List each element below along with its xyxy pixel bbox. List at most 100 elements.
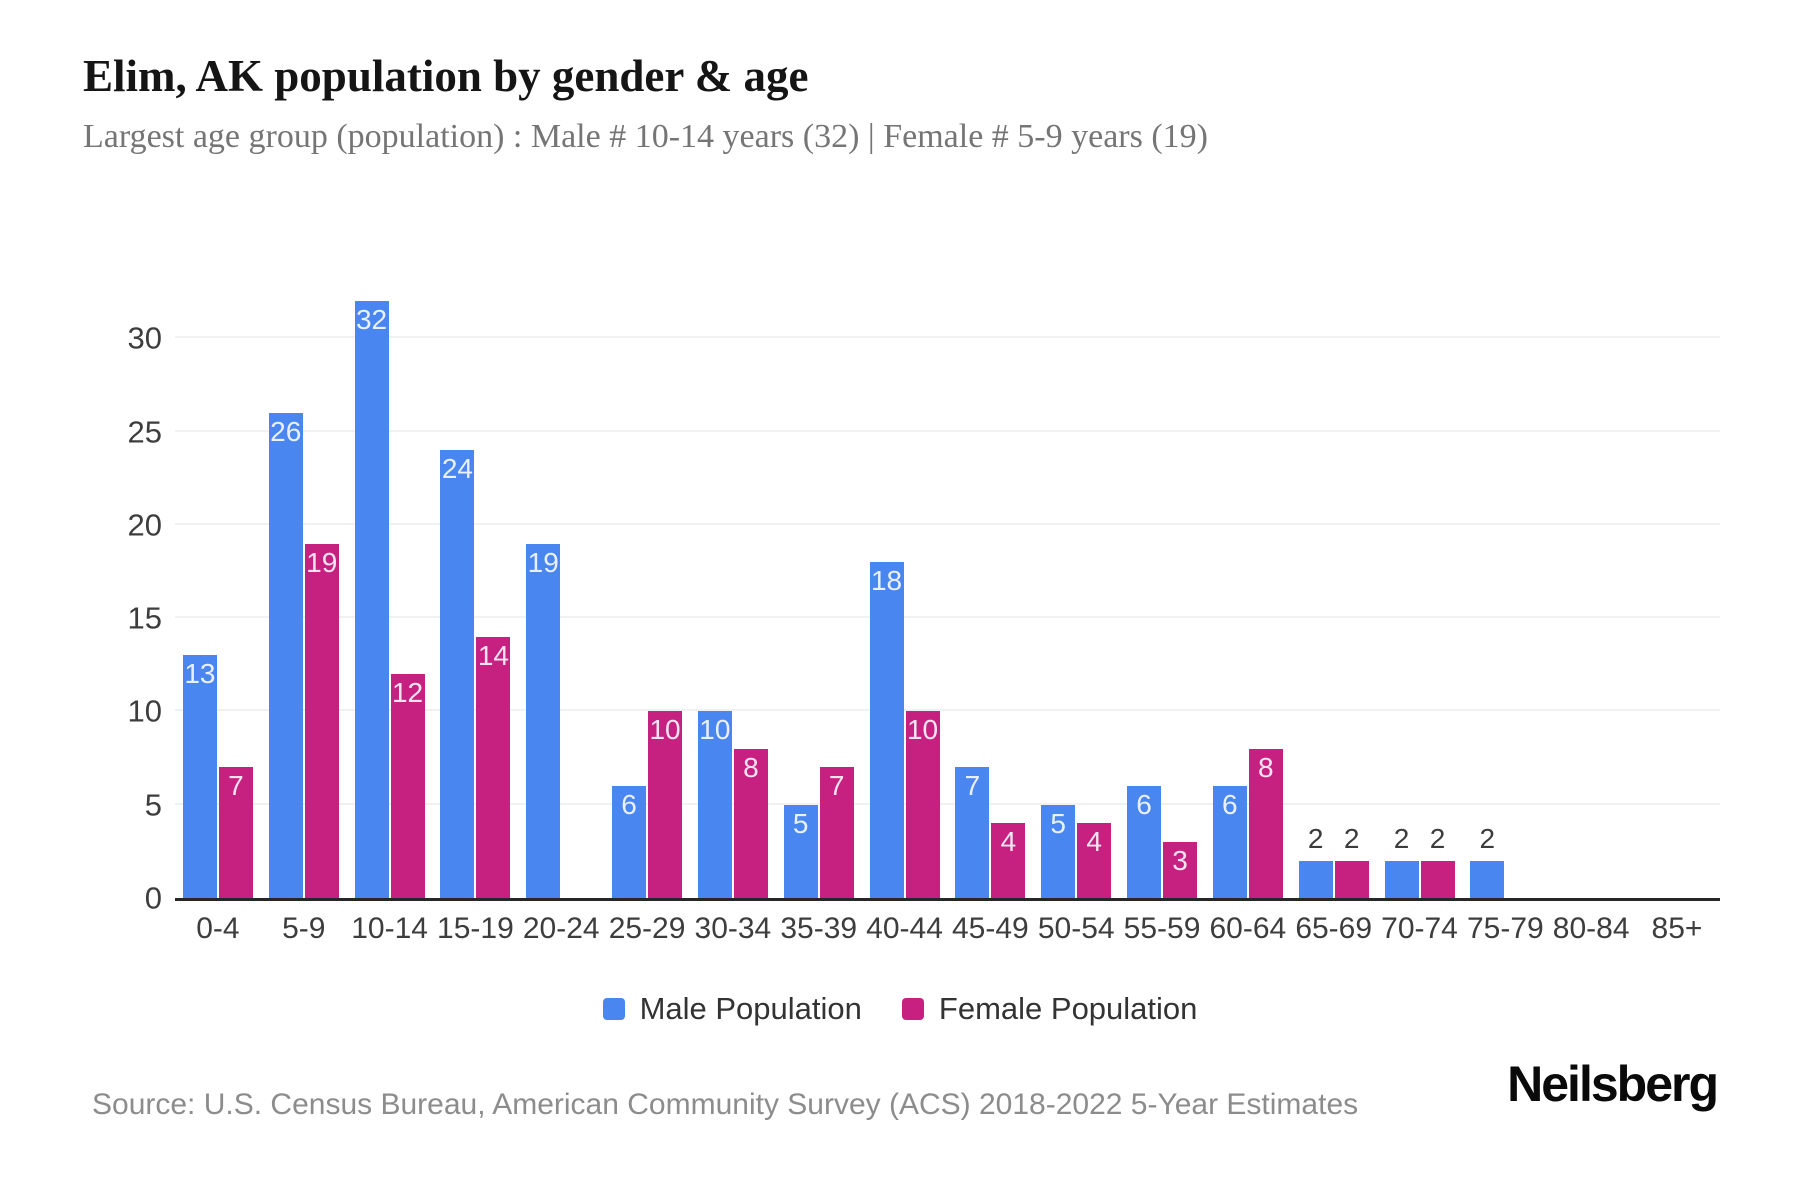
bar-value-label: 12 xyxy=(391,677,424,709)
bar-value-label: 7 xyxy=(964,770,981,802)
x-axis-label-50-54: 50-54 xyxy=(1037,912,1115,945)
legend-label: Female Population xyxy=(938,991,1198,1026)
y-axis-label: 30 xyxy=(127,320,162,356)
gridline xyxy=(175,336,1720,339)
bar-male-60-64[interactable]: 6 xyxy=(1212,786,1247,898)
bar-female-35-39[interactable]: 7 xyxy=(819,767,854,898)
bar-group-20-24: 19 xyxy=(518,273,604,898)
bar-male-10-14[interactable]: 32 xyxy=(354,301,389,898)
bar-male-5-9[interactable]: 26 xyxy=(268,412,303,898)
bar-value-label: 10 xyxy=(699,714,731,746)
y-axis-label: 20 xyxy=(127,507,162,543)
gridline xyxy=(175,709,1720,712)
gridline xyxy=(175,802,1720,805)
bar-female-50-54[interactable]: 4 xyxy=(1077,823,1112,898)
bar-value-label: 14 xyxy=(477,639,509,671)
bar-male-0-4[interactable]: 13 xyxy=(182,655,217,898)
bar-female-30-34[interactable]: 8 xyxy=(733,748,768,898)
bar-value-label: 8 xyxy=(1258,751,1274,783)
gridlines xyxy=(175,273,1720,898)
bar-female-15-19[interactable]: 14 xyxy=(476,636,511,898)
bar-female-40-44[interactable]: 10 xyxy=(905,711,940,898)
bar-male-45-49[interactable]: 7 xyxy=(955,767,990,898)
x-axis-label-10-14: 10-14 xyxy=(351,912,428,945)
bar-value-label: 6 xyxy=(621,789,637,821)
bar-male-70-74[interactable]: 2 xyxy=(1384,824,1419,898)
bar-female-70-74[interactable]: 2 xyxy=(1420,824,1455,898)
bar-group-0-4: 13 7 xyxy=(175,273,261,898)
bar-female-45-49[interactable]: 4 xyxy=(991,823,1026,898)
bar-female-5-9[interactable]: 19 xyxy=(304,543,339,898)
legend-item-male[interactable]: Male Population xyxy=(602,991,862,1027)
bar-group-30-34: 10 8 xyxy=(690,273,776,898)
bar-value-label: 2 xyxy=(1429,822,1446,854)
y-axis: 0 5 10 15 20 25 30 xyxy=(70,273,162,914)
bar-value-label: 2 xyxy=(1479,822,1496,854)
x-axis-label-85+: 85+ xyxy=(1651,912,1703,945)
bar-value-label: 4 xyxy=(1086,826,1102,858)
legend-item-female[interactable]: Female Population xyxy=(901,991,1198,1027)
x-axis-label-15-19: 15-19 xyxy=(437,912,514,945)
bar-value-label: 3 xyxy=(1172,845,1188,877)
x-axis-label-25-29: 25-29 xyxy=(608,912,686,945)
x-axis-label-0-4: 0-4 xyxy=(196,912,240,945)
y-axis-label: 25 xyxy=(127,414,162,450)
x-axis-label-75-79: 75-79 xyxy=(1466,912,1544,945)
bar-female-55-59[interactable]: 3 xyxy=(1163,842,1198,898)
bar-female-60-64[interactable]: 8 xyxy=(1248,748,1283,898)
bar-male-55-59[interactable]: 6 xyxy=(1127,786,1162,898)
y-axis-label: 5 xyxy=(144,787,162,823)
bar-male-35-39[interactable]: 5 xyxy=(783,804,818,898)
bar-value-label: 7 xyxy=(228,770,244,802)
legend-label: Male Population xyxy=(639,991,862,1026)
x-axis-label-65-69: 65-69 xyxy=(1295,912,1373,945)
bar-group-85+ xyxy=(1634,273,1720,898)
bar-male-50-54[interactable]: 5 xyxy=(1041,804,1076,898)
bar-value-label: 19 xyxy=(527,546,559,578)
bar-value-label: 2 xyxy=(1393,822,1410,854)
legend-swatch-female xyxy=(901,998,924,1020)
bar-value-label: 8 xyxy=(743,751,759,783)
bar-value-label: 4 xyxy=(1000,826,1017,858)
source-text: Source: U.S. Census Bureau, American Com… xyxy=(92,1088,1359,1121)
bar-male-20-24[interactable]: 19 xyxy=(526,543,561,898)
bar-value-label: 18 xyxy=(870,565,903,597)
bar-female-0-4[interactable]: 7 xyxy=(218,767,253,898)
bar-female-10-14[interactable]: 12 xyxy=(390,674,425,898)
bar-male-15-19[interactable]: 24 xyxy=(440,450,475,898)
bar-value-label: 5 xyxy=(792,807,809,839)
bar-group-15-19: 24 14 xyxy=(432,273,518,898)
bar-value-label: 19 xyxy=(306,546,338,578)
x-axis-label-70-74: 70-74 xyxy=(1381,912,1458,945)
bar-value-label: 26 xyxy=(270,415,302,447)
y-axis-label: 10 xyxy=(127,693,162,729)
brand-logo: Neilsberg xyxy=(1507,1056,1719,1112)
bar-value-label: 10 xyxy=(649,714,681,746)
bar-male-25-29[interactable]: 6 xyxy=(612,786,647,898)
bar-male-65-69[interactable]: 2 xyxy=(1298,824,1333,898)
bar-value-label: 6 xyxy=(1222,789,1238,821)
bar-value-label: 2 xyxy=(1343,822,1360,854)
gridline xyxy=(175,429,1720,432)
chart-title: Elim, AK population by gender & age xyxy=(83,51,809,101)
x-axis-label-55-59: 55-59 xyxy=(1123,912,1201,945)
x-axis-label-80-84: 80-84 xyxy=(1552,912,1630,945)
bar-value-label: 6 xyxy=(1136,789,1152,821)
bar-value-label: 2 xyxy=(1307,822,1324,854)
bar-group-5-9: 26 19 xyxy=(261,273,347,898)
bar-female-25-29[interactable]: 10 xyxy=(648,711,683,898)
y-axis-label: 15 xyxy=(127,600,162,636)
bar-female-65-69[interactable]: 2 xyxy=(1334,824,1369,898)
bar-male-75-79[interactable]: 2 xyxy=(1470,824,1505,898)
x-axis: 0-4 5-9 10-14 15-19 20-24 25-29 30-34 35-39 40-4… xyxy=(175,912,1720,946)
bar-male-40-44[interactable]: 18 xyxy=(869,562,904,898)
bar-group-25-29: 6 10 xyxy=(604,273,690,898)
bar-male-30-34[interactable]: 10 xyxy=(697,711,732,898)
